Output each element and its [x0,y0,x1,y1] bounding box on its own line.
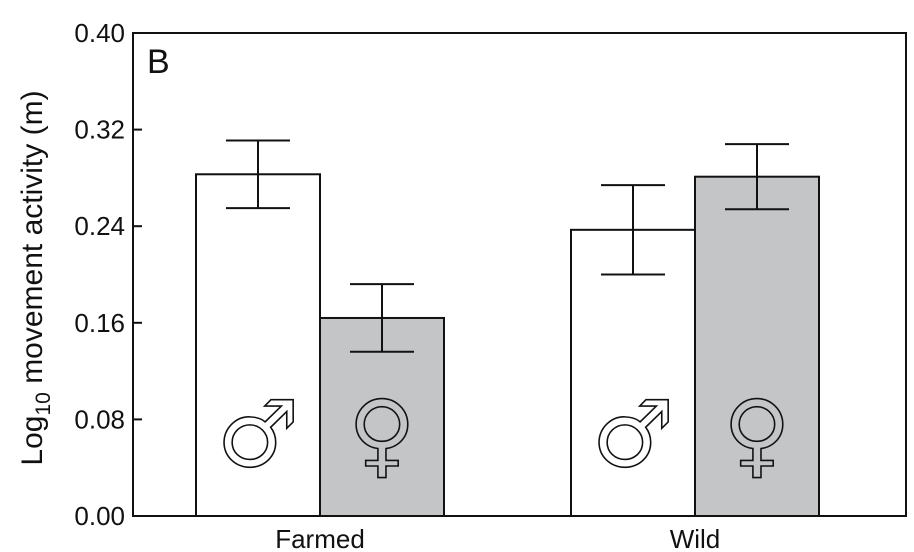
y-axis-title-prefix: Log [16,416,49,466]
y-tick-label: 0.32 [74,115,125,145]
y-tick-label: 0.00 [74,501,125,531]
y-axis-title: Log10 movement activity (m) [16,90,55,465]
y-axis-title-suffix: movement activity (m) [16,90,49,392]
x-category-label: Farmed [275,524,365,552]
y-tick-label: 0.16 [74,308,125,338]
y-tick-label: 0.24 [74,211,125,241]
y-tick-label: 0.40 [74,18,125,48]
svg-text:Log10 movement activity (m): Log10 movement activity (m) [16,90,55,465]
y-axis-title-subscript: 10 [32,392,55,415]
female-symbol: ♀ [723,381,790,488]
bar [694,175,820,517]
female-symbol: ♀ [348,381,415,488]
plot-frame [132,32,907,517]
x-category-label: Wild [670,524,721,552]
male-symbol: ♂ [592,381,674,488]
panel-label: B [147,43,170,81]
male-symbol: ♂ [217,381,299,488]
y-tick-label: 0.08 [74,404,125,434]
